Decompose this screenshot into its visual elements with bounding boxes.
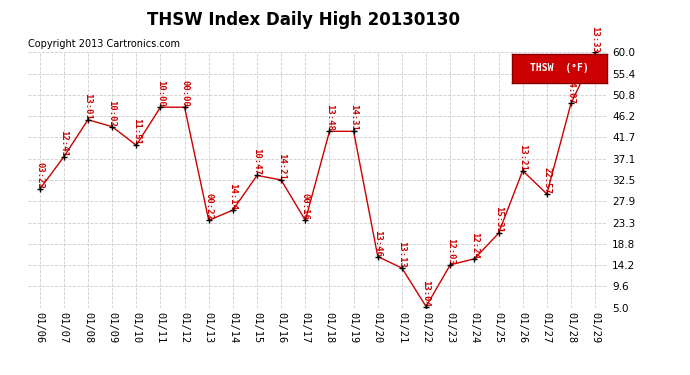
Text: 13:13: 13:13 [397,241,406,268]
Text: 14:31: 14:31 [349,105,358,131]
Text: 14:07: 14:07 [566,76,575,104]
Text: 12:03: 12:03 [446,238,455,265]
Text: 13:01: 13:01 [83,93,92,120]
Text: 13:48: 13:48 [325,105,334,131]
Text: 13:21: 13:21 [518,144,527,171]
Text: 13:04: 13:04 [422,280,431,307]
Text: 10:00: 10:00 [156,80,165,107]
Text: 00:22: 00:22 [204,194,213,220]
Text: 12:41: 12:41 [59,130,68,157]
Text: 12:24: 12:24 [470,232,479,259]
Text: 13:46: 13:46 [373,230,382,256]
Text: 11:51: 11:51 [132,118,141,145]
Text: 00:16: 00:16 [301,194,310,220]
Text: THSW Index Daily High 20130130: THSW Index Daily High 20130130 [147,11,460,29]
Text: 03:22: 03:22 [35,162,44,189]
Text: 15:31: 15:31 [494,207,503,233]
Text: Copyright 2013 Cartronics.com: Copyright 2013 Cartronics.com [28,39,179,50]
Text: 10:02: 10:02 [108,100,117,127]
Text: 13:33: 13:33 [591,26,600,53]
Text: 10:47: 10:47 [253,148,262,176]
Text: 14:21: 14:21 [277,153,286,180]
Text: 22:57: 22:57 [542,167,551,194]
Text: 14:14: 14:14 [228,183,237,210]
Text: 00:00: 00:00 [180,80,189,107]
